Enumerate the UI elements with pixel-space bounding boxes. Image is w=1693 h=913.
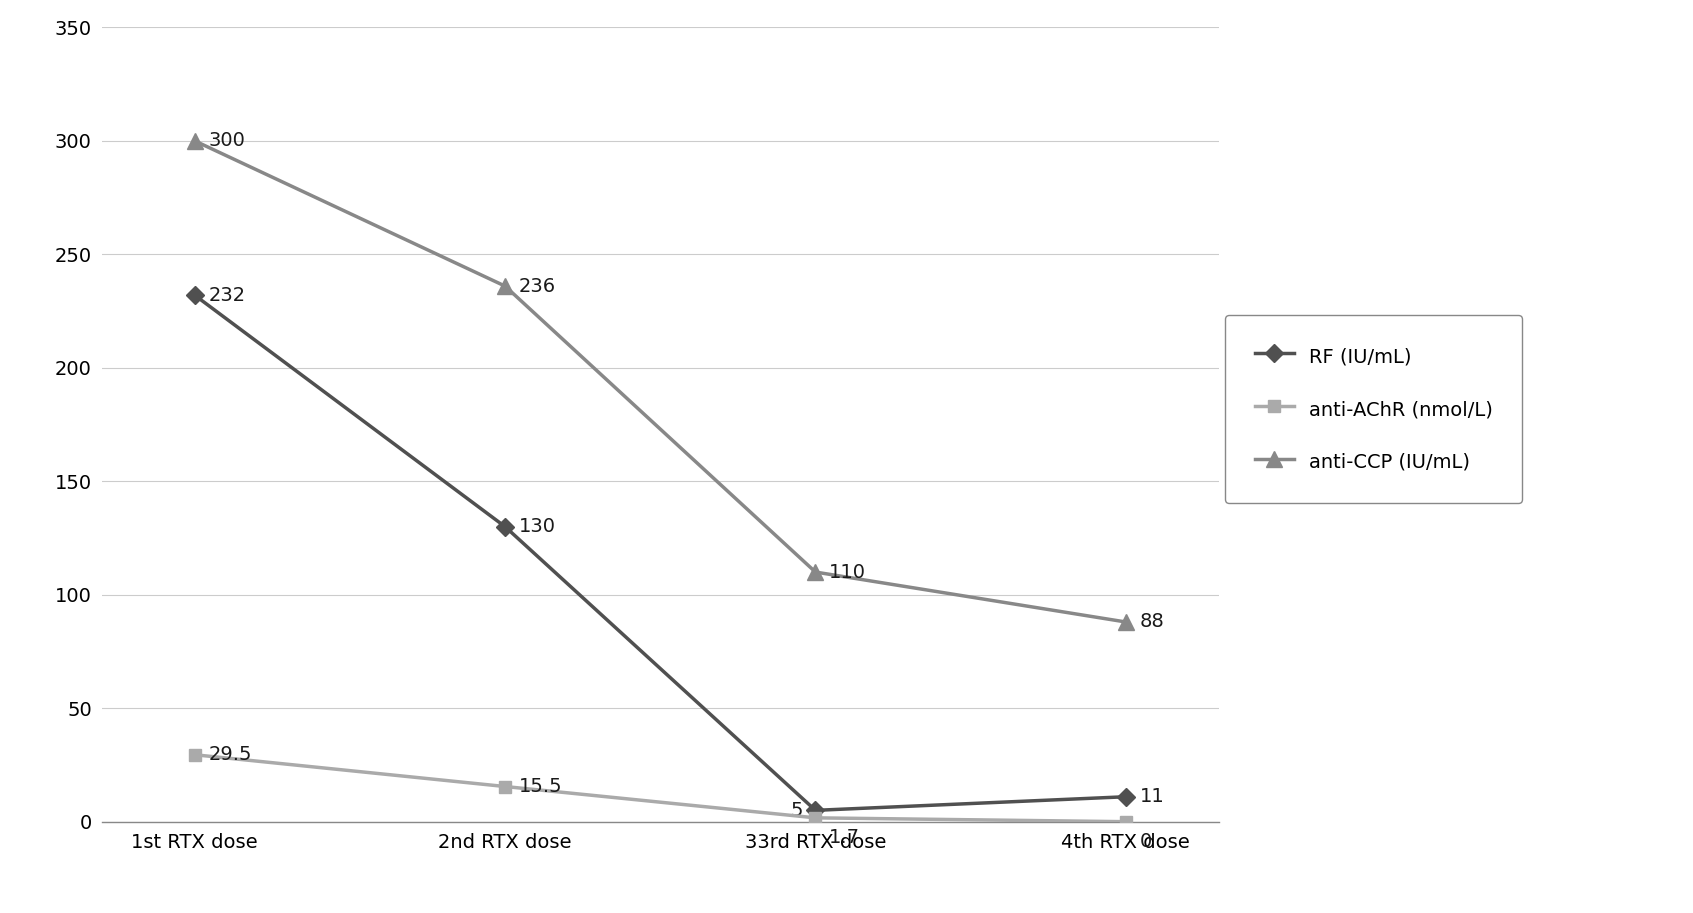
Text: 29.5: 29.5 xyxy=(208,745,252,764)
Text: 0: 0 xyxy=(1139,832,1151,851)
Line: RF (IU/mL): RF (IU/mL) xyxy=(188,289,1133,816)
Text: 232: 232 xyxy=(208,286,245,305)
anti-AChR (nmol/L) xyxy=(806,813,826,824)
anti-CCP (IU/mL) xyxy=(806,567,826,578)
Text: 11: 11 xyxy=(1139,787,1165,806)
Text: 110: 110 xyxy=(830,562,867,582)
Text: 236: 236 xyxy=(520,277,555,296)
anti-CCP (IU/mL) xyxy=(1116,616,1136,627)
RF (IU/mL) xyxy=(185,289,205,300)
anti-AChR (nmol/L) xyxy=(1116,816,1136,827)
anti-CCP (IU/mL) xyxy=(494,280,515,291)
Text: 15.5: 15.5 xyxy=(520,777,562,796)
RF (IU/mL) xyxy=(1116,792,1136,803)
Line: anti-CCP (IU/mL): anti-CCP (IU/mL) xyxy=(186,133,1134,630)
Text: 88: 88 xyxy=(1139,613,1165,632)
anti-AChR (nmol/L) xyxy=(494,781,515,792)
Text: 1.7: 1.7 xyxy=(830,828,860,846)
Line: anti-AChR (nmol/L): anti-AChR (nmol/L) xyxy=(188,749,1133,828)
anti-AChR (nmol/L) xyxy=(185,750,205,761)
Text: 5: 5 xyxy=(791,801,802,820)
RF (IU/mL) xyxy=(806,805,826,816)
Text: 300: 300 xyxy=(208,131,245,151)
RF (IU/mL) xyxy=(494,521,515,532)
anti-CCP (IU/mL) xyxy=(185,135,205,146)
Legend: RF (IU/mL), anti-AChR (nmol/L), anti-CCP (IU/mL): RF (IU/mL), anti-AChR (nmol/L), anti-CCP… xyxy=(1226,315,1522,502)
Text: 130: 130 xyxy=(520,517,555,536)
